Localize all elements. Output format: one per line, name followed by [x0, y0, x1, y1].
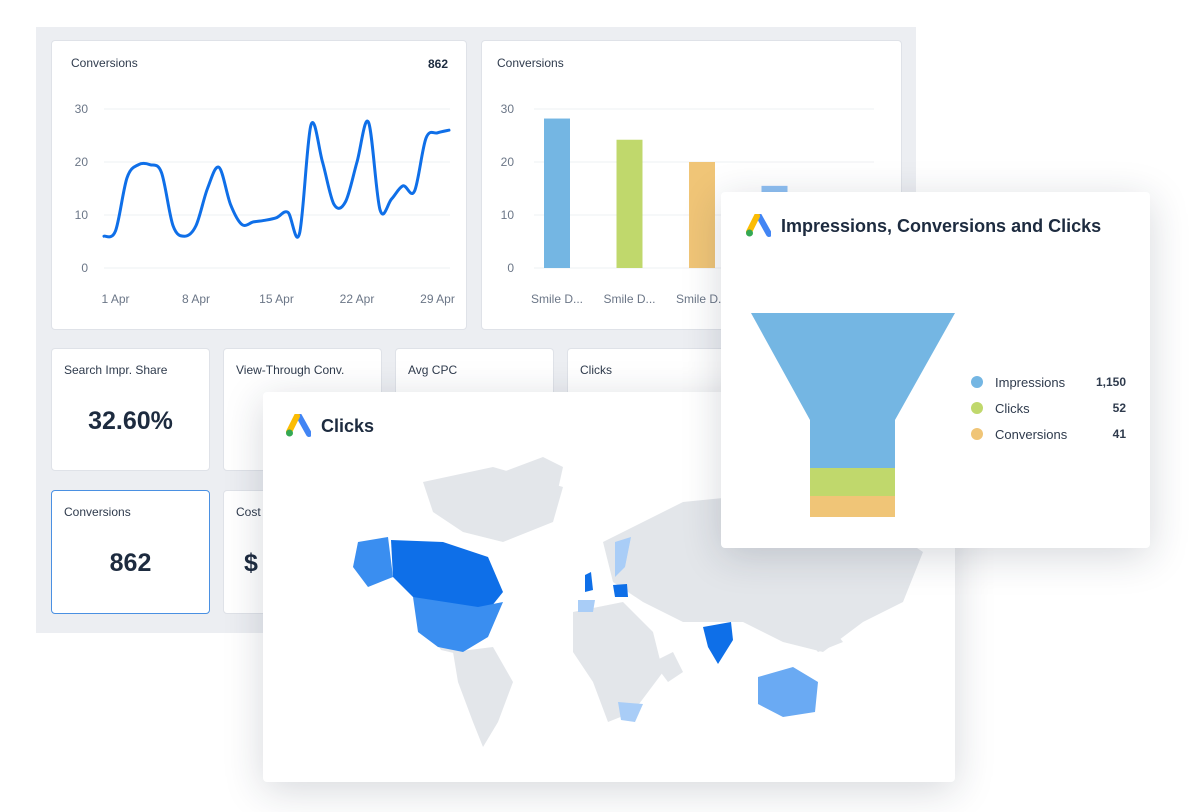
y-tick-label: 0	[81, 261, 88, 275]
region-india[interactable]	[703, 622, 733, 664]
clicks-map-card: Clicks	[263, 392, 955, 782]
y-tick-label: 0	[507, 261, 514, 275]
card-title: Conversions	[71, 56, 138, 70]
card-total: 862	[427, 57, 448, 71]
x-tick-label: 29 Apr	[420, 292, 455, 306]
kpi-label: Clicks	[580, 363, 612, 377]
x-tick-label: Smile D...	[603, 292, 655, 306]
card-title: Conversions	[497, 56, 564, 70]
google-ads-icon	[746, 214, 771, 237]
card-title: Impressions, Conversions and Clicks	[781, 215, 1102, 236]
funnel-impressions	[751, 313, 955, 468]
y-tick-label: 10	[75, 208, 89, 222]
x-tick-label: Smile D...	[531, 292, 583, 306]
legend-value: 41	[1112, 427, 1126, 441]
legend-item-clicks: Clicks 52	[971, 395, 1126, 421]
region-poland[interactable]	[613, 584, 628, 597]
x-tick-label: 22 Apr	[340, 292, 375, 306]
funnel-legend: Impressions 1,150 Clicks 52 Conversions 41	[971, 369, 1126, 447]
line-chart: 0 10 20 30 1 Apr 8 Apr 15 Apr 22 Apr 29 Apr	[75, 102, 455, 306]
y-tick-label: 30	[75, 102, 89, 116]
kpi-label: View-Through Conv.	[236, 363, 345, 377]
funnel-clicks	[810, 468, 895, 496]
funnel-card: Impressions, Conversions and Clicks Impr…	[721, 192, 1150, 548]
kpi-value: 32.60%	[88, 407, 173, 435]
y-tick-label: 30	[501, 102, 515, 116]
x-tick-label: Smile D...	[676, 292, 728, 306]
funnel-chart	[751, 313, 955, 517]
conversions-line	[102, 119, 451, 239]
legend-dot	[971, 428, 983, 440]
region-scandinavia[interactable]	[615, 537, 631, 577]
region-spain[interactable]	[578, 600, 595, 612]
x-tick-label: 15 Apr	[259, 292, 294, 306]
legend-label: Clicks	[995, 400, 1030, 416]
kpi-value: $	[244, 549, 258, 577]
region-south-africa[interactable]	[618, 702, 643, 722]
kpi-label: Conversions	[64, 505, 131, 519]
region-usa[interactable]	[413, 597, 503, 652]
legend-item-conversions: Conversions 41	[971, 421, 1126, 447]
bar	[616, 139, 643, 268]
google-ads-icon	[286, 414, 311, 437]
bar	[544, 118, 570, 268]
region-uk[interactable]	[585, 572, 593, 592]
x-tick-label: 8 Apr	[182, 292, 210, 306]
kpi-label: Avg CPC	[408, 363, 458, 377]
x-tick-label: 1 Apr	[101, 292, 129, 306]
region-australia[interactable]	[758, 667, 818, 717]
kpi-label: Search Impr. Share	[64, 363, 168, 377]
legend-value: 52	[1112, 401, 1126, 415]
legend-label: Impressions	[995, 374, 1066, 390]
kpi-conversions[interactable]: Conversions 862	[51, 490, 210, 614]
region-canada[interactable]	[391, 540, 503, 617]
kpi-label: Cost	[236, 505, 261, 519]
y-tick-label: 10	[501, 208, 515, 222]
legend-dot	[971, 402, 983, 414]
y-tick-label: 20	[501, 155, 515, 169]
y-tick-label: 20	[75, 155, 89, 169]
funnel-conversions	[810, 496, 895, 517]
kpi-search-impr-share[interactable]: Search Impr. Share 32.60%	[51, 348, 210, 471]
card-title: Clicks	[321, 415, 375, 436]
bar	[689, 162, 715, 268]
legend-value: 1,150	[1095, 375, 1126, 389]
legend-item-impressions: Impressions 1,150	[971, 369, 1126, 395]
line-chart-card: Conversions 862 0 10 20 30 1 Apr 8 Apr 15 Apr 2…	[51, 40, 467, 330]
legend-label: Conversions	[995, 426, 1068, 442]
kpi-value: 862	[109, 549, 152, 577]
region-alaska[interactable]	[353, 537, 393, 587]
legend-dot	[971, 376, 983, 388]
